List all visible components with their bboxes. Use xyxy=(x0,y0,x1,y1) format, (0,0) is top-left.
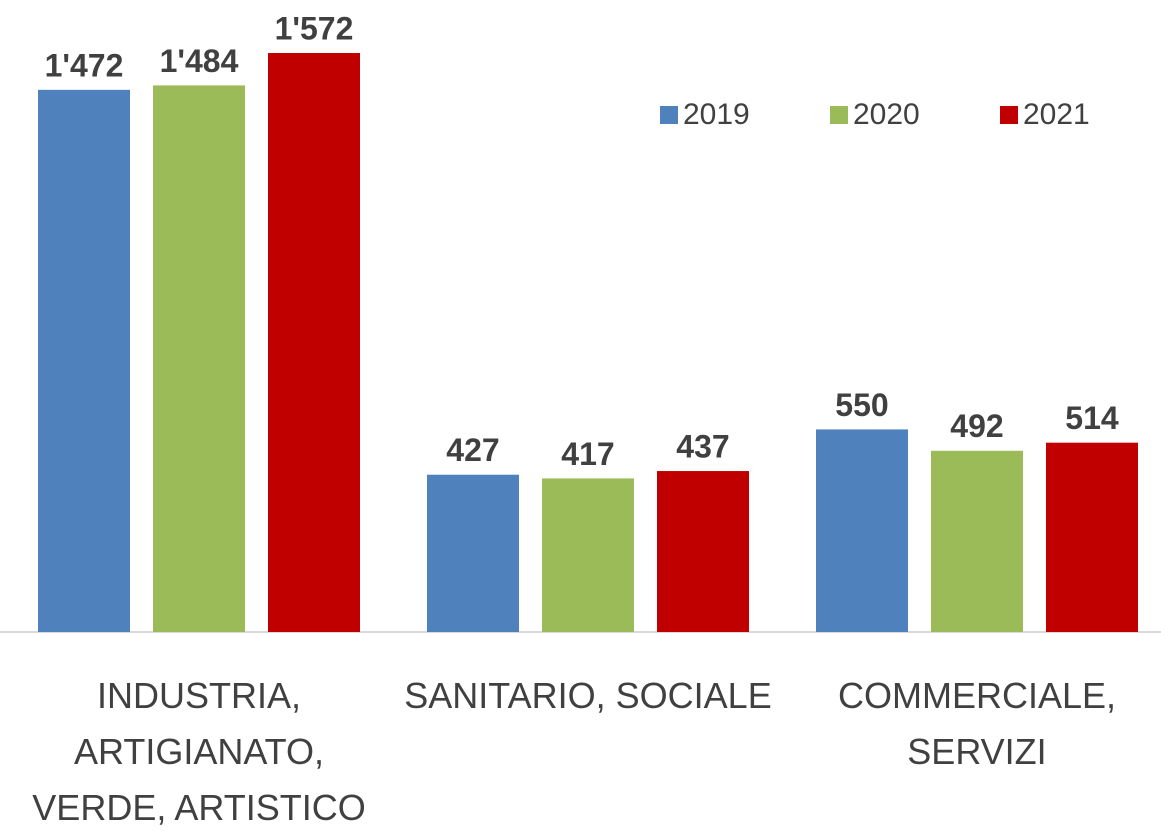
data-label: 437 xyxy=(676,428,729,464)
bar xyxy=(1046,442,1138,632)
bar xyxy=(657,471,749,632)
x-tick-label: SANITARIO, SOCIALE xyxy=(404,675,772,716)
data-label: 427 xyxy=(446,432,499,468)
data-label: 550 xyxy=(835,387,888,423)
bar xyxy=(427,474,519,632)
data-label: 1'572 xyxy=(275,10,354,46)
legend-swatch xyxy=(1000,106,1018,124)
data-label: 1'484 xyxy=(160,43,239,79)
legend-label: 2021 xyxy=(1023,98,1090,131)
bar xyxy=(931,450,1023,632)
bar xyxy=(268,53,360,632)
x-tick-label: INDUSTRIA, ARTIGIANATO, VERDE, ARTISTICO xyxy=(32,675,366,828)
data-label: 417 xyxy=(561,436,614,472)
data-label: 1'472 xyxy=(45,47,124,83)
bar xyxy=(542,478,634,632)
legend-swatch xyxy=(830,106,848,124)
legend-label: 2019 xyxy=(683,98,750,131)
data-label: 492 xyxy=(950,408,1003,444)
bar xyxy=(816,429,908,632)
legend-label: 2020 xyxy=(853,98,920,131)
bar xyxy=(38,89,130,633)
bar xyxy=(153,85,245,632)
data-label: 514 xyxy=(1065,400,1119,436)
legend-swatch xyxy=(660,106,678,124)
x-tick-label: COMMERCIALE, SERVIZI xyxy=(837,675,1117,772)
